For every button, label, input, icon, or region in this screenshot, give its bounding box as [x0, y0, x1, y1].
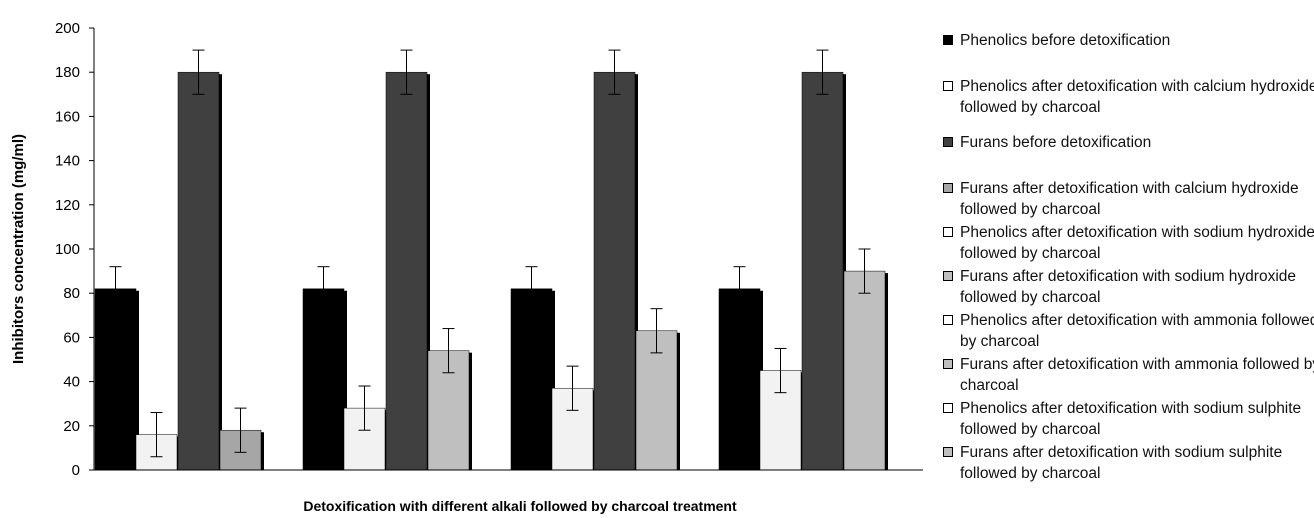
bar: [593, 71, 636, 471]
legend-label: Phenolics after detoxification with sodi…: [960, 224, 1314, 262]
error-bar: [525, 266, 538, 312]
y-tick-label: 120: [55, 197, 80, 214]
legend-label: Phenolics after detoxification with calc…: [960, 78, 1314, 116]
error-bar: [608, 49, 621, 95]
error-bar: [733, 266, 746, 312]
y-tick-label: 100: [55, 241, 80, 258]
legend-item: Furans after detoxification with sodium …: [943, 266, 1314, 308]
y-tick-label: 140: [55, 153, 80, 170]
y-tick-label: 160: [55, 108, 80, 125]
bar-groups: [94, 49, 888, 471]
error-bar: [234, 407, 247, 453]
bar: [94, 288, 137, 471]
error-bar: [566, 365, 579, 411]
legend-item: Furans before detoxification: [943, 132, 1314, 153]
bar-chart: 0 20 40 60 80 100 120 140 160 180 200 Inhibitors c…: [10, 20, 923, 514]
legend-label: Furans after detoxification with ammonia…: [960, 356, 1314, 394]
legend-item: Phenolics after detoxification with ammo…: [943, 310, 1314, 352]
legend-swatch: [943, 447, 953, 457]
y-axis-ticks: 0 20 40 60 80 100 120 140 160 180 200: [55, 20, 94, 479]
error-bar: [317, 266, 330, 312]
error-bar: [650, 308, 663, 354]
legend-item: Phenolics after detoxification with sodi…: [943, 222, 1314, 264]
legend-swatch: [943, 359, 953, 369]
bar: [177, 71, 220, 471]
bar: [843, 270, 886, 471]
bar: [635, 330, 678, 471]
y-tick-label: 200: [55, 20, 80, 37]
legend-label: Phenolics after detoxification with sodi…: [960, 400, 1302, 438]
y-tick-label: 180: [55, 64, 80, 81]
error-bar: [858, 248, 871, 294]
error-bar: [442, 328, 455, 374]
error-bar: [192, 49, 205, 95]
x-axis-title: Detoxification with different alkali fol…: [303, 498, 737, 514]
bar: [510, 288, 553, 471]
error-bar: [400, 49, 413, 95]
error-bar: [109, 266, 122, 312]
legend-swatch: [943, 227, 953, 237]
y-tick-label: 40: [63, 374, 80, 391]
legend-swatch: [943, 137, 953, 147]
legend-swatch: [943, 183, 953, 193]
error-bar: [774, 347, 787, 394]
y-tick-label: 80: [63, 285, 80, 302]
y-tick-label: 20: [63, 418, 80, 435]
bar-group: [718, 49, 888, 471]
legend-label: Furans after detoxification with calcium…: [960, 180, 1299, 218]
legend-item: Phenolics after detoxification with calc…: [943, 76, 1314, 118]
legend-swatch: [943, 35, 953, 45]
legend-label: Furans before detoxification: [960, 134, 1152, 151]
legend-swatch: [943, 81, 953, 91]
legend-item: Furans after detoxification with sodium …: [943, 442, 1314, 484]
legend-swatch: [943, 271, 953, 281]
y-tick-label: 60: [63, 329, 80, 346]
bar: [385, 71, 428, 471]
error-bar: [358, 385, 371, 431]
legend-label: Furans after detoxification with sodium …: [960, 268, 1296, 306]
bar: [801, 71, 844, 471]
legend-swatch: [943, 403, 953, 413]
bar-group: [510, 49, 680, 471]
error-bar: [816, 49, 829, 95]
bar-group: [94, 49, 264, 471]
legend-swatch: [943, 315, 953, 325]
legend-label: Furans after detoxification with sodium …: [960, 444, 1283, 482]
legend-item: Furans after detoxification with calcium…: [943, 178, 1314, 220]
y-tick-label: 0: [72, 462, 80, 479]
bar: [302, 288, 345, 471]
legend-item: Phenolics after detoxification with sodi…: [943, 398, 1314, 440]
legend-label: Phenolics before detoxification: [960, 32, 1171, 49]
y-axis-title: Inhibitors concentration (mg/ml): [10, 134, 27, 364]
bar-group: [302, 49, 472, 471]
error-bar: [150, 412, 163, 458]
bar: [718, 288, 761, 471]
legend-item: Furans after detoxification with ammonia…: [943, 354, 1314, 396]
legend-item: Phenolics before detoxification: [943, 30, 1314, 51]
legend-label: Phenolics after detoxification with ammo…: [960, 312, 1314, 350]
